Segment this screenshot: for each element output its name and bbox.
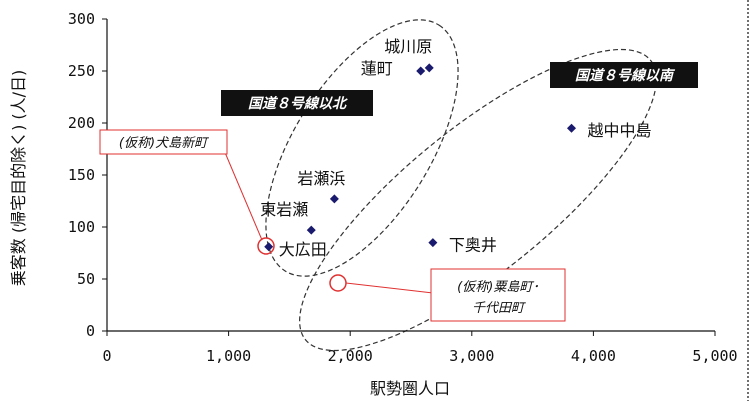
callout-2-leader: [345, 282, 434, 294]
y-tick-label: 100: [68, 218, 95, 236]
north-banner-text: 国道８号線以北: [248, 95, 348, 112]
data-point: [567, 123, 577, 133]
x-tick-label: 0: [102, 347, 111, 365]
callout-2-text-line2: 千代田町: [472, 301, 526, 316]
y-tick-label: 200: [68, 114, 95, 132]
point-label: 東岩瀬: [260, 200, 308, 219]
x-tick-label: 5,000: [692, 347, 737, 365]
planned-station-2-marker: [329, 274, 347, 292]
south-group-outline: [299, 48, 657, 352]
point-label: 下奥井: [449, 236, 497, 255]
callout-1-box: [99, 129, 228, 155]
data-points: [264, 63, 577, 252]
north-banner: [221, 90, 373, 116]
callout-1-leader: [220, 142, 263, 241]
x-tick-label: 1,000: [206, 347, 251, 365]
point-label: 岩瀬浜: [297, 169, 345, 188]
y-ticks: 0 50 100 150 200 250 300: [68, 10, 107, 340]
x-ticks: 0 1,000 2,000 3,000 4,000 5,000: [102, 331, 738, 365]
x-tick-label: 4,000: [571, 347, 616, 365]
y-tick-label: 0: [86, 322, 95, 340]
y-tick-label: 250: [68, 62, 95, 80]
planned-station-1-marker: [257, 237, 275, 255]
point-label: 城川原: [384, 37, 432, 56]
north-group-outline: [265, 19, 459, 277]
y-tick-label: 150: [68, 166, 95, 184]
x-tick-label: 2,000: [328, 347, 373, 365]
group-outlines: [265, 19, 657, 352]
point-label: 大広田: [279, 240, 327, 259]
callout-2-text-line1: (仮称)粟島町･: [457, 280, 539, 295]
point-label: 越中中島: [588, 121, 652, 140]
y-tick-label: 300: [68, 10, 95, 28]
callout-1-text: (仮称)犬島新町: [119, 136, 209, 151]
data-point: [428, 238, 438, 248]
x-axis-title: 駅勢圏人口: [370, 379, 450, 398]
y-tick-label: 50: [77, 270, 95, 288]
x-tick-label: 3,000: [449, 347, 494, 365]
data-point: [264, 242, 274, 252]
south-banner: [550, 62, 698, 88]
callout-2-box: [430, 268, 566, 322]
data-point: [424, 63, 434, 73]
south-banner-text: 国道８号線以南: [575, 67, 676, 84]
data-point: [329, 194, 339, 204]
point-label: 蓮町: [361, 59, 393, 78]
data-point: [306, 225, 316, 235]
data-point: [416, 66, 426, 76]
y-axis-title: 乗客数 (帰宅目的除く) (人/日): [9, 70, 28, 287]
